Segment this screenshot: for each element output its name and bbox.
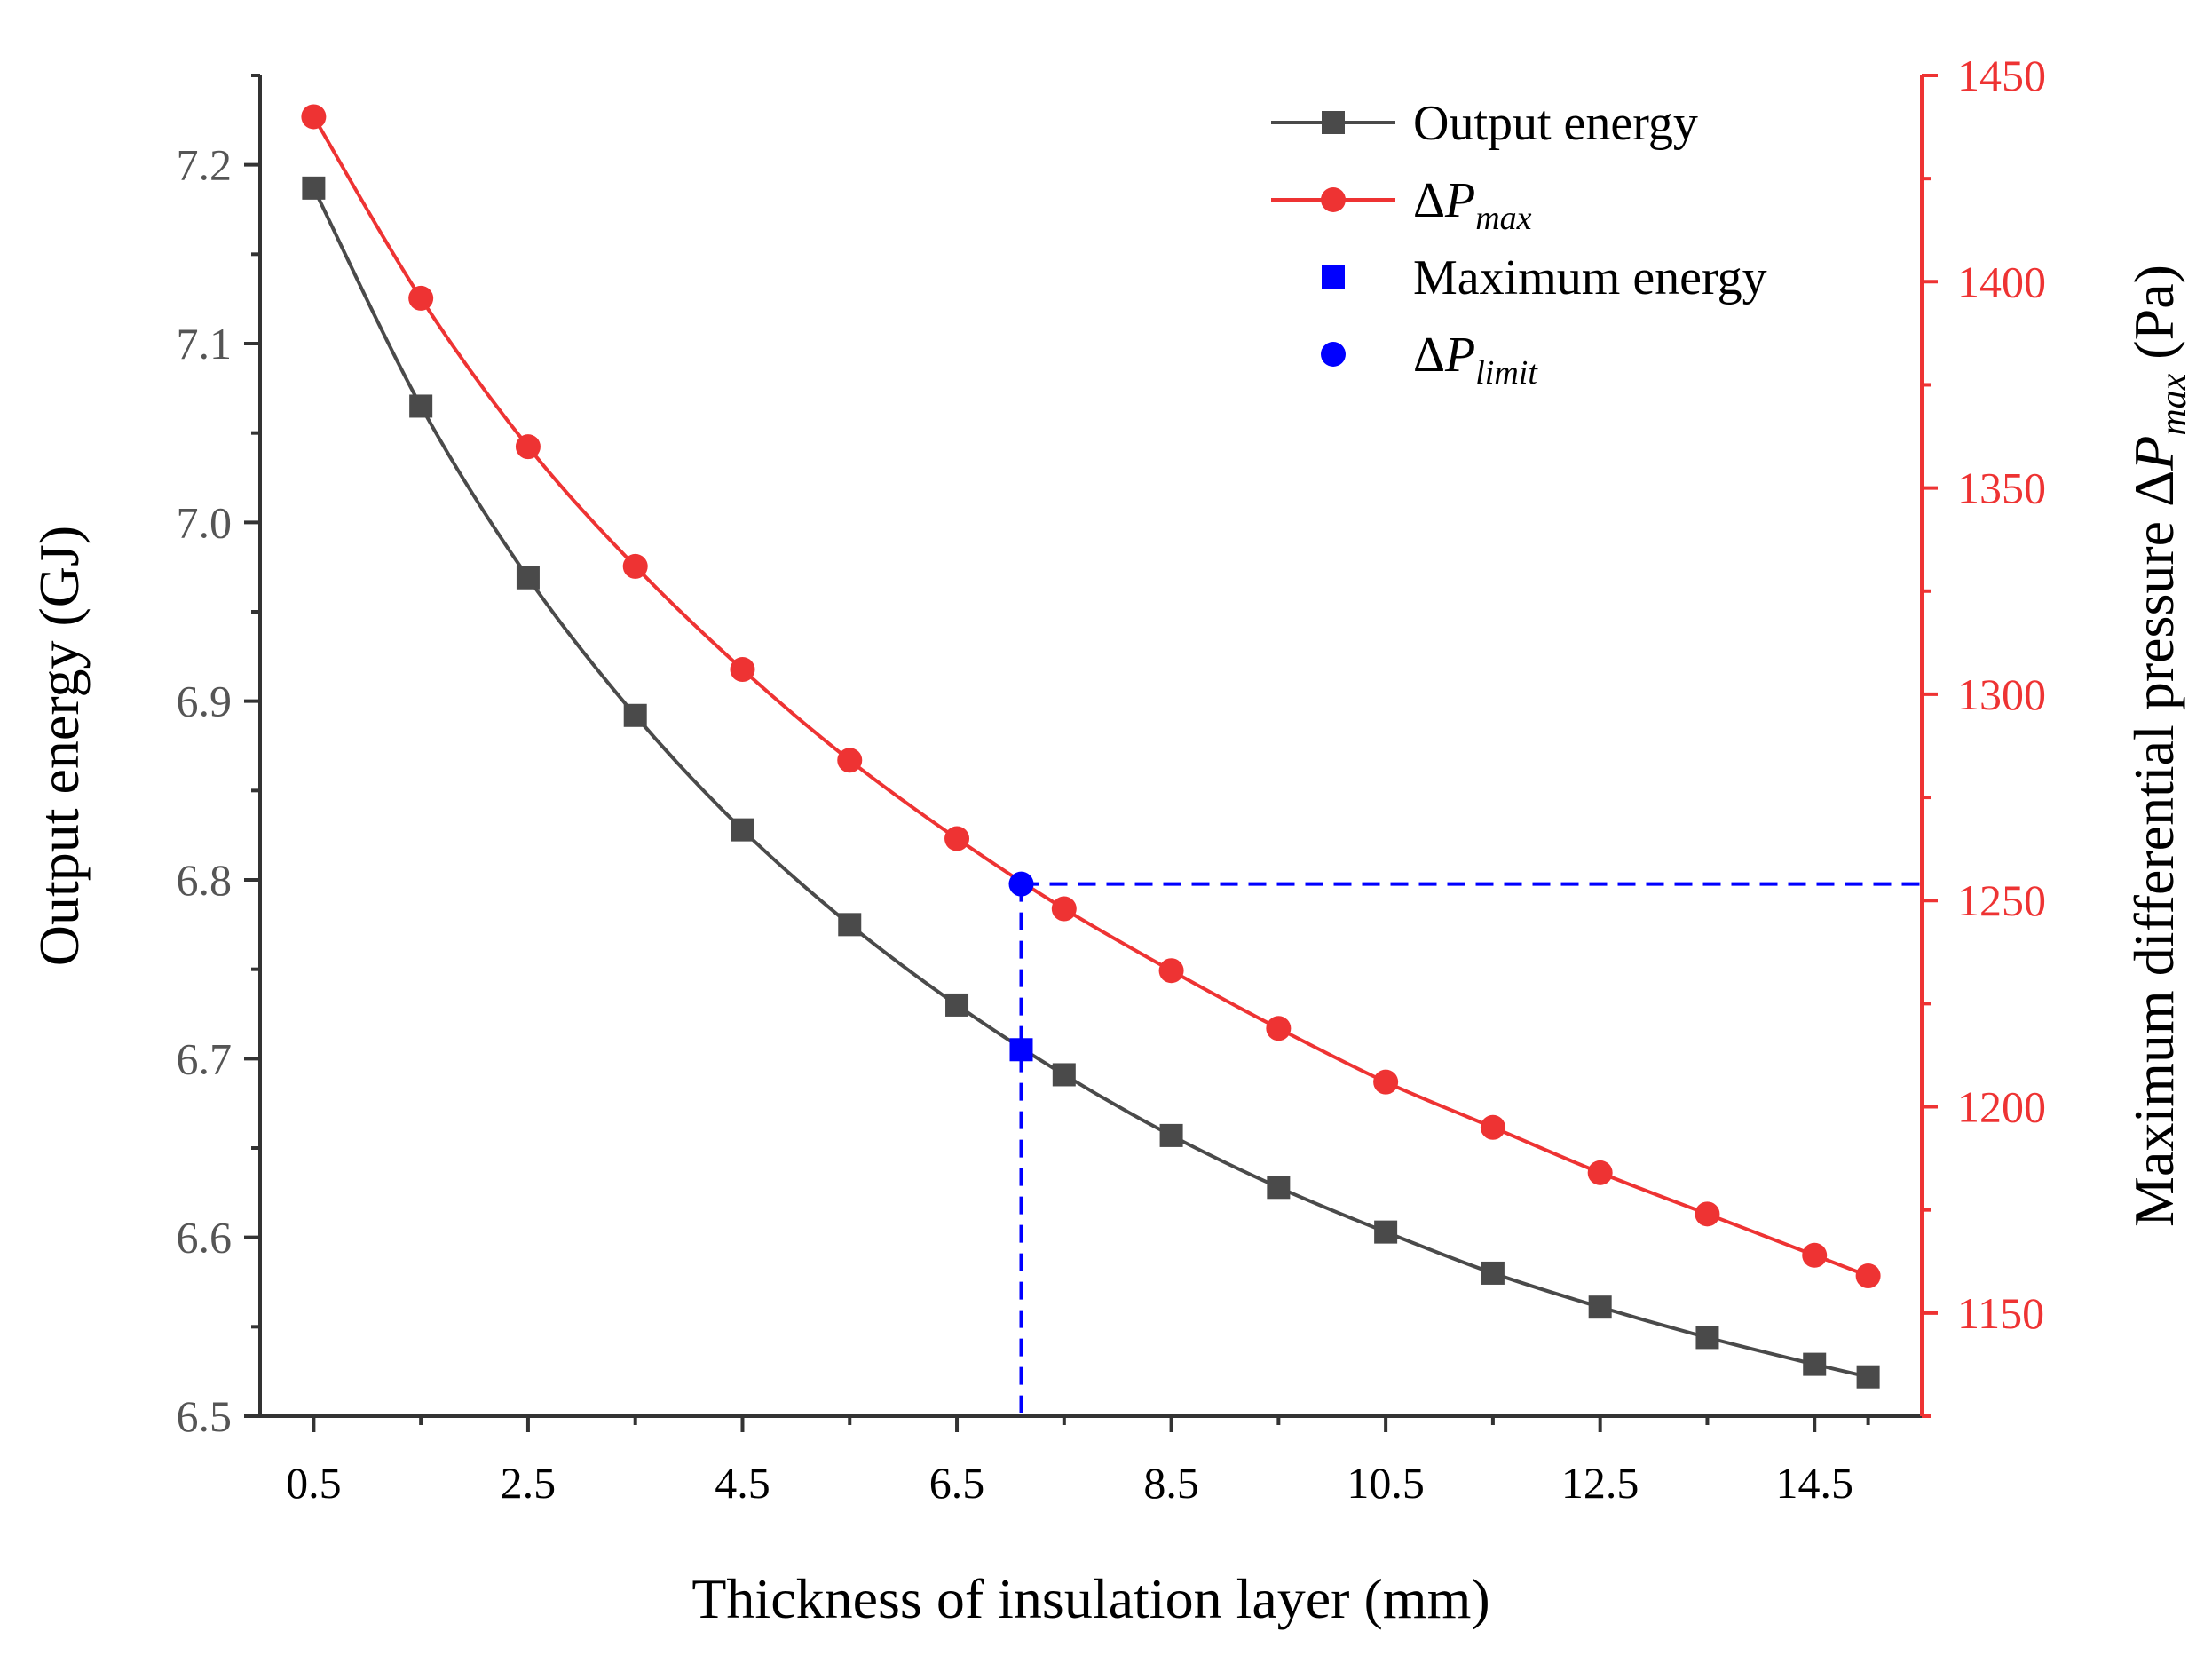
legend-dp-max-marker: [1321, 187, 1346, 212]
y-left-tick-label: 6.8: [177, 855, 233, 905]
output-energy-point: [1481, 1261, 1505, 1285]
dp-max-point: [1855, 1263, 1881, 1289]
legend-output-energy-marker: [1322, 111, 1345, 134]
output-energy-point: [945, 993, 969, 1017]
output-energy-point: [1588, 1295, 1612, 1319]
dp-max-point: [1587, 1160, 1613, 1185]
x-tick-label: 14.5: [1775, 1458, 1853, 1508]
dp-max-point: [1051, 896, 1077, 922]
y-left-tick-label: 6.6: [177, 1213, 233, 1263]
output-energy-point: [731, 818, 754, 842]
y-right-tick-label: 1450: [1957, 51, 2046, 100]
output-energy-point: [1695, 1326, 1719, 1350]
plot-area: 0.5 2.5 4.5 6.5 8.5 10.5 12.5 14.5 6.5 6.6 6.7 6.8 6…: [28, 51, 2194, 1630]
dp-max-point: [515, 434, 541, 460]
dp-max-point: [1158, 958, 1184, 984]
dp-max-point: [301, 104, 327, 130]
series-line-output-energy: [312, 186, 1869, 1379]
output-energy-point: [623, 703, 647, 727]
dp-max-point: [1480, 1114, 1505, 1140]
legend-dp-limit-marker: [1321, 342, 1346, 367]
output-energy-point: [516, 566, 540, 590]
legend-maximum-energy-marker: [1322, 265, 1345, 289]
y-left-axis-title: Output energy (GJ): [28, 526, 91, 967]
x-axis-title: Thickness of insulation layer (mm): [691, 1567, 1489, 1630]
legend-output-energy-label: Output energy: [1413, 96, 1698, 151]
dp-max-point: [730, 657, 755, 683]
dp-max-point: [1695, 1201, 1720, 1227]
x-tick-label: 6.5: [929, 1458, 985, 1508]
x-tick-label: 8.5: [1143, 1458, 1199, 1508]
x-tick-label: 4.5: [715, 1458, 770, 1508]
output-energy-point: [838, 913, 862, 937]
y-right-tick-label: 1150: [1957, 1288, 2044, 1338]
output-energy-point: [409, 394, 433, 418]
y-left-tick-label: 7.0: [177, 497, 233, 547]
y-right-tick-label: 1250: [1957, 875, 2046, 925]
output-energy-point: [1856, 1365, 1880, 1389]
output-energy-point: [1159, 1123, 1183, 1147]
y-left-tick-label: 6.9: [177, 677, 233, 726]
y-left-tick-label: 6.5: [177, 1391, 233, 1441]
legend-dp-max-label: ΔPmax: [1413, 173, 1532, 237]
x-tick-label: 2.5: [501, 1458, 557, 1508]
y-right-tick-label: 1350: [1957, 463, 2046, 513]
y-left-tick-label: 7.1: [177, 319, 233, 368]
y-right-tick-label: 1300: [1957, 669, 2046, 719]
y-right-axis-title: Maximum differential pressure ΔPmax (Pa): [2122, 265, 2194, 1227]
dp-max-point: [622, 553, 648, 579]
output-energy-point: [302, 176, 326, 200]
y-right-tick-label: 1200: [1957, 1082, 2046, 1132]
output-energy-point: [1052, 1063, 1076, 1087]
y-left-tick-label: 7.2: [177, 140, 233, 190]
x-tick-label: 0.5: [286, 1458, 342, 1508]
output-energy-point: [1267, 1176, 1291, 1200]
output-energy-point: [1374, 1220, 1398, 1244]
dp-max-point: [408, 285, 434, 311]
dp-max-point: [944, 826, 970, 851]
y-left-tick-label: 6.7: [177, 1033, 233, 1083]
dp-max-point: [1802, 1242, 1828, 1268]
dp-max-point: [837, 748, 863, 773]
maximum-energy-point: [1009, 1038, 1033, 1062]
dp-limit-point: [1008, 871, 1034, 897]
dp-max-point: [1266, 1016, 1292, 1041]
legend-dp-limit-label: ΔPlimit: [1413, 328, 1538, 392]
x-tick-label: 10.5: [1347, 1458, 1425, 1508]
output-energy-point: [1803, 1352, 1827, 1376]
legend-maximum-energy-label: Maximum energy: [1413, 250, 1767, 305]
y-right-tick-label: 1400: [1957, 257, 2046, 306]
x-tick-label: 12.5: [1561, 1458, 1639, 1508]
dp-max-point: [1373, 1069, 1399, 1095]
